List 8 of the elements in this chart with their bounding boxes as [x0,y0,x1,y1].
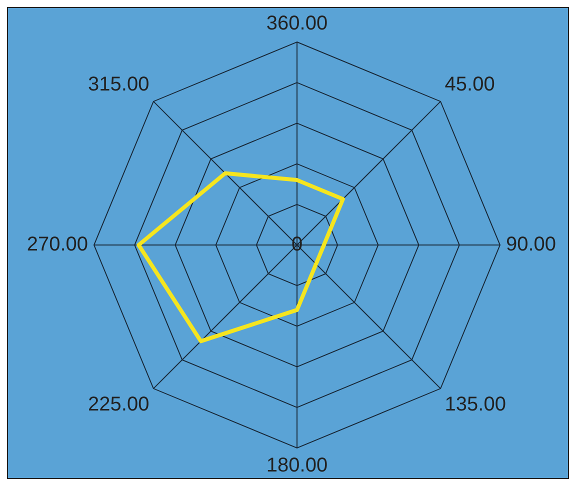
spoke-label: 360.00 [266,12,328,35]
spoke-label: 90.00 [506,234,556,256]
spoke-label: 270.00 [26,234,88,256]
spoke-label: 315.00 [88,74,150,96]
spoke-label: 45.00 [444,74,495,96]
spoke-label: 180.00 [266,454,328,477]
spoke-label: 225.00 [88,393,150,416]
spoke-label: 135.00 [444,393,506,416]
